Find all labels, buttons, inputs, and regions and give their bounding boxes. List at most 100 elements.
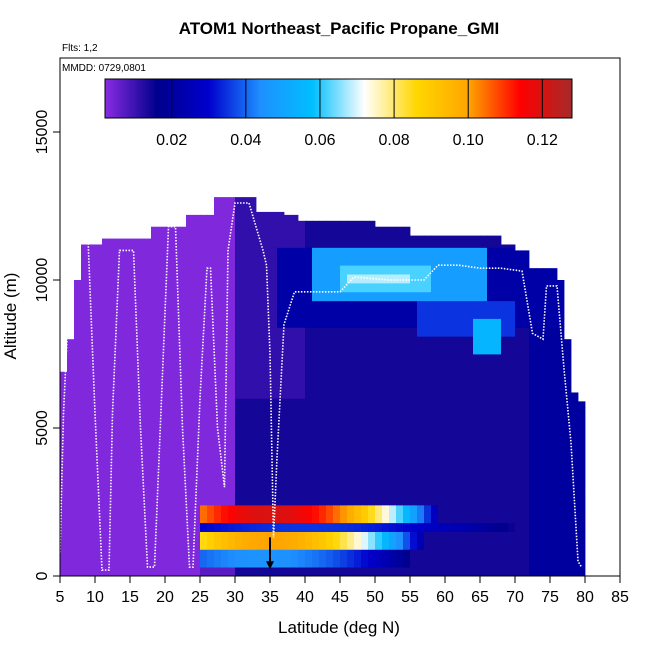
- heatmap-cell: [515, 380, 523, 390]
- heatmap-cell: [88, 469, 96, 479]
- heatmap-cell: [123, 336, 131, 346]
- heatmap-cell: [291, 336, 299, 346]
- x-tick-label: 20: [156, 589, 174, 606]
- heatmap-cell: [564, 549, 572, 559]
- heatmap-cell: [508, 371, 516, 382]
- heatmap-cell: [382, 433, 390, 444]
- heatmap-cell: [214, 513, 222, 524]
- heatmap-cell: [494, 451, 502, 461]
- heatmap-cell: [242, 531, 250, 541]
- heatmap-cell: [333, 389, 341, 399]
- heatmap-cell: [172, 345, 180, 355]
- heatmap-cell: [319, 327, 327, 337]
- heatmap-cell: [326, 238, 334, 248]
- heatmap-cell: [207, 549, 215, 559]
- heatmap-cell: [368, 442, 376, 453]
- heatmap-cell: [529, 531, 537, 541]
- heatmap-cell: [515, 407, 523, 417]
- heatmap-cell: [158, 416, 166, 426]
- heatmap-cell: [263, 256, 271, 266]
- heatmap-cell: [200, 478, 208, 488]
- heatmap-cell: [305, 469, 313, 479]
- heatmap-cell: [291, 496, 299, 506]
- heatmap-cell: [487, 478, 495, 488]
- heatmap-cell: [459, 416, 467, 426]
- heatmap-cell: [270, 371, 278, 382]
- heatmap-cell: [228, 380, 236, 390]
- heatmap-cell: [137, 513, 145, 524]
- heatmap-cell: [291, 478, 299, 488]
- heatmap-cell: [228, 416, 236, 426]
- heatmap-cell: [256, 256, 264, 266]
- heatmap-cell: [123, 282, 131, 293]
- heatmap-cell: [200, 451, 208, 461]
- heatmap-cell: [235, 478, 243, 488]
- heatmap-cell: [256, 513, 264, 524]
- heatmap-cell: [431, 327, 439, 337]
- heatmap-cell: [501, 345, 509, 355]
- heatmap-cell: [389, 389, 397, 399]
- heatmap-cell: [508, 362, 516, 373]
- heatmap-cell: [501, 540, 509, 550]
- heatmap-cell: [452, 300, 460, 310]
- heatmap-cell: [424, 274, 432, 284]
- heatmap-cell: [515, 282, 523, 293]
- heatmap-cell: [242, 380, 250, 390]
- heatmap-cell: [557, 354, 565, 364]
- heatmap-cell: [543, 460, 551, 470]
- heatmap-cell: [522, 451, 530, 461]
- heatmap-cell: [536, 504, 544, 515]
- heatmap-cell: [74, 380, 82, 390]
- heatmap-cell: [256, 504, 264, 515]
- heatmap-cell: [235, 309, 243, 319]
- heatmap-cell: [333, 309, 341, 319]
- heatmap-cell: [144, 291, 152, 302]
- heatmap-cell: [494, 407, 502, 417]
- heatmap-cell: [494, 318, 502, 328]
- heatmap-cell: [445, 442, 453, 453]
- heatmap-cell: [221, 540, 229, 550]
- heatmap-cell: [130, 496, 138, 506]
- heatmap-cell: [557, 416, 565, 426]
- heatmap-cell: [102, 433, 110, 444]
- heatmap-cell: [172, 256, 180, 266]
- heatmap-cell: [445, 371, 453, 382]
- heatmap-cell: [291, 504, 299, 515]
- heatmap-cell: [522, 250, 530, 257]
- heatmap-cell: [445, 389, 453, 399]
- heatmap-cell: [578, 531, 586, 541]
- heatmap-cell: [319, 318, 327, 328]
- heatmap-cell: [95, 451, 103, 461]
- heatmap-cell: [578, 513, 586, 524]
- heatmap-cell: [417, 416, 425, 426]
- heatmap-cell: [319, 238, 327, 248]
- heatmap-cell: [235, 389, 243, 399]
- heatmap-cell: [438, 522, 446, 532]
- heatmap-cell: [158, 540, 166, 550]
- heatmap-cell: [298, 362, 306, 373]
- heatmap-cell: [158, 247, 166, 257]
- heatmap-cell: [445, 433, 453, 444]
- heatmap-cell: [459, 336, 467, 346]
- heatmap-cell: [333, 380, 341, 390]
- heatmap-cell: [445, 318, 453, 328]
- heatmap-cell: [81, 398, 89, 408]
- heatmap-cell: [214, 558, 222, 568]
- heatmap-cell: [207, 522, 215, 532]
- heatmap-cell: [382, 478, 390, 488]
- heatmap-cell: [333, 362, 341, 373]
- heatmap-cell: [130, 327, 138, 337]
- heatmap-cell: [109, 354, 117, 364]
- heatmap-cell: [382, 327, 390, 337]
- heatmap-cell: [193, 522, 201, 532]
- heatmap-cell: [466, 300, 474, 310]
- heatmap-cell: [410, 425, 418, 435]
- heatmap-cell: [382, 558, 390, 568]
- heatmap-cell: [403, 336, 411, 346]
- heatmap-cell: [473, 549, 481, 559]
- mmdd-annotation: MMDD: 0729,0801: [62, 63, 146, 74]
- heatmap-cell: [326, 540, 334, 550]
- heatmap-cell: [340, 354, 348, 364]
- heatmap-cell: [109, 282, 117, 293]
